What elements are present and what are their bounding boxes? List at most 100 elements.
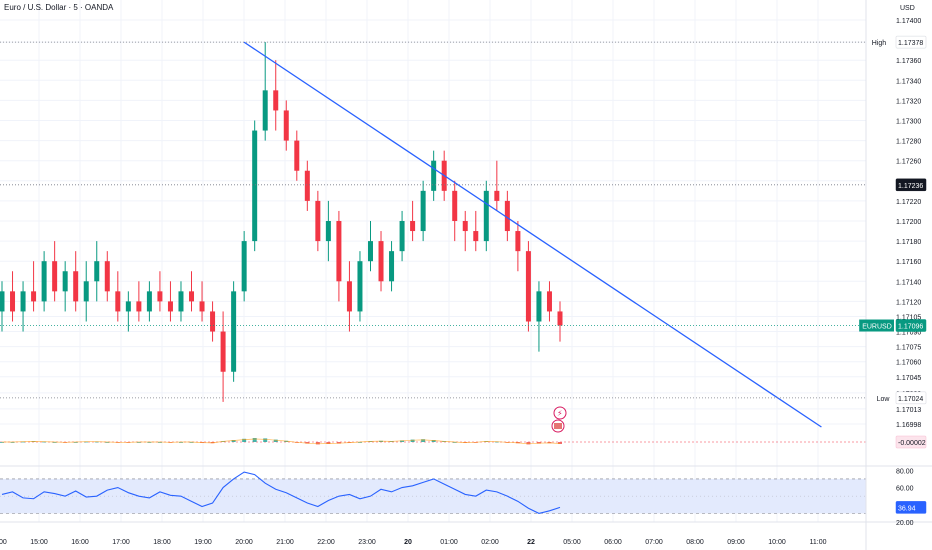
candle-body (452, 190, 458, 221)
rsi-value-label-box (895, 501, 927, 514)
candles-layer (0, 42, 563, 402)
time-tick-label: 20:00 (235, 539, 253, 546)
rsi-tick-label: 20.00 (896, 520, 914, 527)
candle-body (231, 291, 237, 372)
time-tick-label: 22:00 (317, 539, 335, 546)
time-tick-label: 07:00 (645, 539, 663, 546)
high-name-label: High (868, 36, 894, 49)
level-value-label: 1.17236 (895, 178, 927, 192)
price-tick-label: 1.17360 (896, 58, 921, 65)
time-tick-label: 23:00 (358, 539, 376, 546)
rsi-tick-label: 80.00 (896, 468, 914, 475)
candle-body (220, 331, 226, 372)
time-tick-label: 21:00 (276, 539, 294, 546)
price-markers: High 1.17378 1.17236 EURUSD 1.17096 Low 1.1702… (0, 35, 927, 514)
macd-signal-line (2, 438, 561, 445)
level-value-label-text: 1.17236 (898, 183, 923, 190)
macd-bar (157, 442, 162, 443)
macd-bar (231, 440, 236, 442)
currency-label: USD (900, 5, 915, 12)
macd-bar (10, 442, 15, 443)
flag-icon (554, 423, 562, 429)
price-tick-label: 1.17090 (896, 330, 921, 337)
time-tick-label: 20 (404, 539, 412, 546)
low-name-label: Low (873, 391, 894, 404)
price-tick-label: 1.17160 (896, 259, 921, 266)
macd-bar (410, 439, 415, 442)
time-axis[interactable]: 14:00 15:00 16:00 17:00 18:00 19:00 20:00 21:00… (0, 539, 827, 546)
price-tick-label: 1.17400 (896, 18, 921, 25)
candle-body (536, 291, 542, 322)
macd-bar (147, 442, 152, 443)
time-tick-label: 11:00 (810, 539, 827, 546)
candle-body (325, 220, 331, 242)
macd-bar (336, 442, 341, 444)
trendline[interactable] (243, 41, 822, 428)
candle-body (252, 130, 258, 242)
time-tick-label: 18:00 (153, 539, 171, 546)
macd-bar (0, 442, 4, 443)
time-tick-label: 22 (527, 539, 535, 546)
price-tick-label: 1.17340 (896, 78, 921, 85)
event-icons[interactable]: ⚡ (551, 406, 567, 433)
macd-bar (52, 442, 57, 443)
chart-title: Euro / U.S. Dollar · 5 · OANDA (4, 3, 114, 12)
time-tick-label: 19:00 (194, 539, 212, 546)
candle-body (389, 251, 395, 282)
candle-body (20, 291, 26, 312)
candle-body (473, 231, 479, 242)
macd-bar (452, 442, 457, 443)
price-tick-label: 1.17105 (896, 314, 921, 321)
macd-value-label: -0.00002 (895, 435, 927, 449)
candle-body (10, 291, 16, 312)
symbol-name-label-box (859, 319, 894, 332)
candle-body (283, 110, 289, 141)
price-tick-label: 1.17220 (896, 199, 921, 206)
time-tick-label: 15:00 (30, 539, 48, 546)
rsi-value-label-text: 36.94 (898, 505, 916, 512)
low-value-label-box (895, 391, 927, 405)
candle-body (167, 301, 173, 312)
candle-body (420, 190, 426, 232)
candle-body (494, 190, 500, 201)
candle-body (294, 140, 300, 171)
candle-body (125, 301, 131, 312)
low-value-label: 1.17024 (895, 391, 927, 405)
candle-body (483, 190, 489, 242)
candle-body (504, 200, 510, 232)
candle-body (83, 281, 89, 302)
candle-body (367, 241, 373, 262)
macd-bar (421, 439, 426, 442)
price-tick-label: 1.17300 (896, 118, 921, 125)
price-tick-label: 1.17045 (896, 375, 921, 382)
current-price-label: 1.17096 (895, 319, 927, 332)
high-value-label-box (895, 35, 927, 49)
candle-body (136, 301, 142, 312)
lightning-event-icon[interactable] (553, 406, 567, 420)
symbol-name-label: EURUSD (859, 319, 894, 332)
macd-bar (315, 442, 320, 445)
macd-bar (400, 440, 405, 442)
price-tick-label: 1.17280 (896, 139, 921, 146)
candle-body (73, 271, 79, 302)
trendline-layer[interactable] (243, 41, 822, 428)
time-tick-label: 02:00 (481, 539, 499, 546)
price-tick-label: 1.17180 (896, 239, 921, 246)
current-price-label-text: 1.17096 (898, 324, 923, 331)
low-name-label-text: Low (877, 396, 891, 403)
price-axis[interactable]: 1.17400 1.17378 1.17360 1.17340 1.17320 1.173… (896, 18, 921, 527)
candle-body (336, 220, 342, 282)
macd-bar (189, 442, 194, 443)
candle-body (315, 200, 321, 242)
candle-body (273, 90, 279, 111)
macd-value-label-text: -0.00002 (898, 440, 926, 447)
price-tick-label: 1.16998 (896, 422, 921, 429)
candle-body (0, 291, 5, 312)
candle-body (52, 261, 58, 292)
candle-body (189, 291, 195, 302)
macd-bar (431, 440, 436, 442)
high-value-label: 1.17378 (895, 35, 927, 49)
candle-body (357, 261, 363, 312)
